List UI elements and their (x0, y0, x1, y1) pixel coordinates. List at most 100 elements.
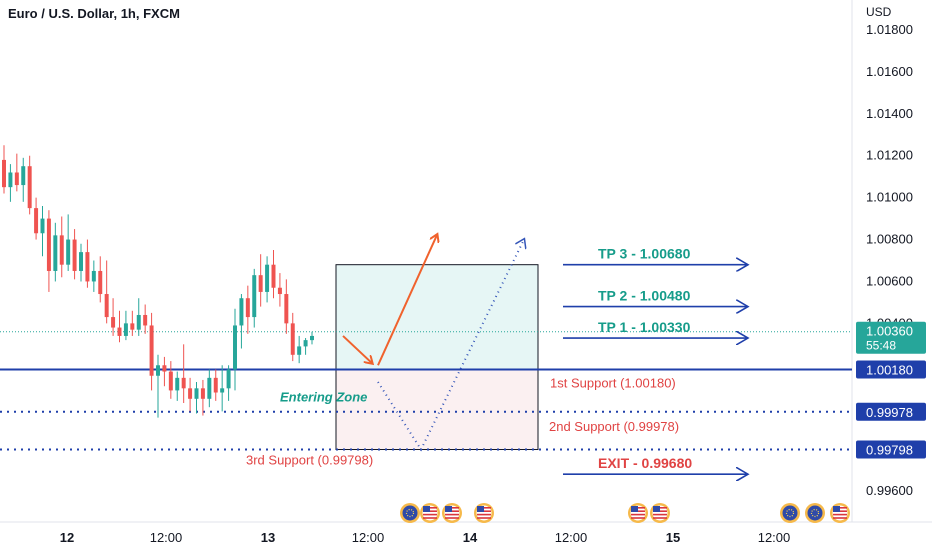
candle-body (2, 159, 6, 188)
candle-body (130, 323, 135, 330)
time-tick: 15 (666, 530, 680, 545)
current-price-label: 1.00360 (866, 324, 913, 339)
us-stripe (653, 517, 667, 519)
projection-arrows (342, 235, 524, 452)
candle-body (85, 252, 90, 282)
support-levels: 1st Support (1.00180) 2nd Support (0.9997… (0, 331, 852, 468)
eu-flag-icon (402, 505, 418, 521)
level-badge (856, 440, 926, 459)
current-price-badge (856, 321, 926, 354)
price-axis: 1.01800 1.01600 1.01400 1.01200 1.01000 1.008… (856, 22, 926, 498)
candle-body (34, 208, 39, 234)
us-stripe (445, 517, 459, 519)
candle-body (265, 264, 270, 292)
candle-body (194, 388, 199, 399)
time-tick: 13 (261, 530, 275, 545)
event-markers (400, 503, 850, 523)
candle-body (104, 294, 109, 318)
time-tick: 14 (463, 530, 478, 545)
candle-body (162, 365, 167, 372)
price-tick: 1.01800 (866, 22, 913, 37)
candle-body (46, 218, 51, 271)
candle-body (53, 235, 58, 271)
candle-body (149, 325, 154, 376)
eu-flag-icon (807, 505, 823, 521)
candle-body (111, 317, 116, 328)
eu-stars (405, 508, 415, 518)
candle-body (8, 172, 13, 188)
dotted-projection-path (377, 240, 524, 452)
candle-body (290, 323, 295, 355)
candle-body (79, 252, 83, 271)
zone-upper (335, 264, 539, 370)
us-stripe (423, 513, 437, 516)
candle-body (233, 325, 237, 370)
price-tick: 1.01600 (866, 64, 913, 79)
us-stripe (423, 517, 437, 519)
us-canton (833, 506, 840, 512)
price-tick: 1.01000 (866, 190, 913, 205)
time-tick: 12 (60, 530, 74, 545)
candle-body (297, 346, 302, 355)
us-canton (423, 506, 430, 512)
bullish-projection-arrow (377, 235, 437, 366)
price-tick: 1.00800 (866, 232, 913, 247)
level-badge (856, 360, 926, 379)
candles (2, 145, 314, 418)
us-canton (477, 506, 484, 512)
level-badge-label: 0.99798 (866, 443, 913, 458)
time-tick: 12:00 (352, 530, 385, 545)
candle-body (98, 270, 103, 295)
chart-title: Euro / U.S. Dollar, 1h, FXCM (8, 6, 180, 21)
entry-down-arrow (342, 335, 372, 363)
eu-stars (810, 508, 820, 518)
price-tick: 0.99600 (866, 483, 913, 498)
candle-body (213, 377, 218, 393)
candle-body (156, 365, 160, 376)
target-arrows: TP 3 - 1.00680 TP 2 - 1.00480 TP 1 - 1.003… (563, 246, 748, 475)
candle-body (252, 275, 257, 318)
support-label: 3rd Support (0.99798) (246, 453, 373, 468)
target-label: TP 2 - 1.00480 (598, 288, 691, 304)
us-stripe (631, 517, 645, 519)
candle-body (175, 377, 180, 391)
level-badge-label: 1.00180 (866, 362, 913, 377)
candle-body (59, 235, 64, 265)
zone-lower (335, 368, 539, 451)
candle-body (226, 369, 231, 389)
eu-stars (785, 508, 795, 518)
candle-body (168, 371, 173, 391)
us-canton (653, 506, 660, 512)
candle-body (72, 239, 77, 271)
candle-body (245, 298, 250, 318)
candle-body (14, 172, 19, 186)
candle-body (91, 270, 96, 282)
candle-body (220, 388, 225, 393)
eu-flag-icon (782, 505, 798, 521)
candle-body (310, 335, 314, 341)
chart-background (0, 0, 932, 523)
price-tick: 1.01400 (866, 106, 913, 121)
candle-body (21, 166, 26, 186)
candle-body (188, 388, 193, 399)
candle-body (117, 327, 122, 336)
us-stripe (833, 513, 847, 516)
us-stripe (833, 517, 847, 519)
support-label: 1st Support (1.00180) (550, 375, 676, 390)
candle-body (40, 218, 45, 234)
us-stripe (477, 517, 491, 519)
us-stripe (653, 513, 667, 516)
time-tick: 12:00 (555, 530, 588, 545)
candle-body (66, 239, 71, 265)
candle-body (136, 314, 141, 330)
candle-body (123, 323, 128, 336)
candle-body (277, 287, 282, 295)
candle-body (239, 298, 244, 326)
candle-body (271, 264, 276, 288)
candle-body (181, 377, 186, 389)
target-label: EXIT - 0.99680 (598, 455, 692, 471)
candle-timer: 55:48 (866, 339, 896, 353)
level-badge (856, 402, 926, 421)
target-label: TP 1 - 1.00330 (598, 319, 691, 335)
